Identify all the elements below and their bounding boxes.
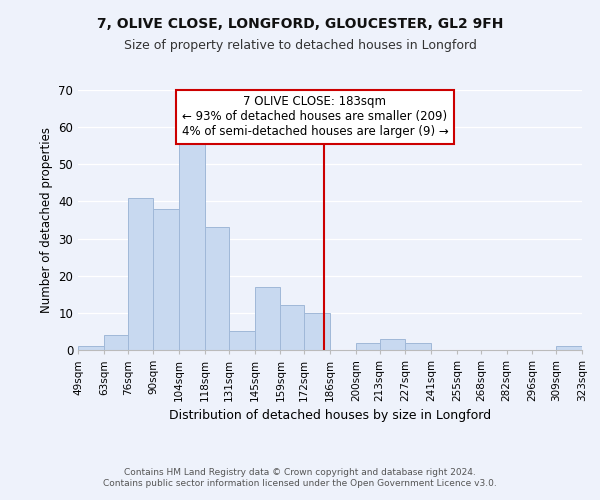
Y-axis label: Number of detached properties: Number of detached properties [40,127,53,313]
Bar [556,346,582,350]
Bar [78,346,104,350]
Bar [304,313,330,350]
Bar [128,198,154,350]
Bar [229,332,254,350]
Text: 7 OLIVE CLOSE: 183sqm
← 93% of detached houses are smaller (209)
4% of semi-deta: 7 OLIVE CLOSE: 183sqm ← 93% of detached … [182,95,448,138]
Bar [280,306,304,350]
Bar [254,287,280,350]
Text: Contains HM Land Registry data © Crown copyright and database right 2024.
Contai: Contains HM Land Registry data © Crown c… [103,468,497,487]
Bar [154,209,179,350]
Bar [356,342,380,350]
Text: 7, OLIVE CLOSE, LONGFORD, GLOUCESTER, GL2 9FH: 7, OLIVE CLOSE, LONGFORD, GLOUCESTER, GL… [97,18,503,32]
Bar [406,342,431,350]
Bar [205,228,229,350]
Bar [179,142,205,350]
Bar [380,339,406,350]
Bar [104,335,128,350]
X-axis label: Distribution of detached houses by size in Longford: Distribution of detached houses by size … [169,410,491,422]
Text: Size of property relative to detached houses in Longford: Size of property relative to detached ho… [124,39,476,52]
